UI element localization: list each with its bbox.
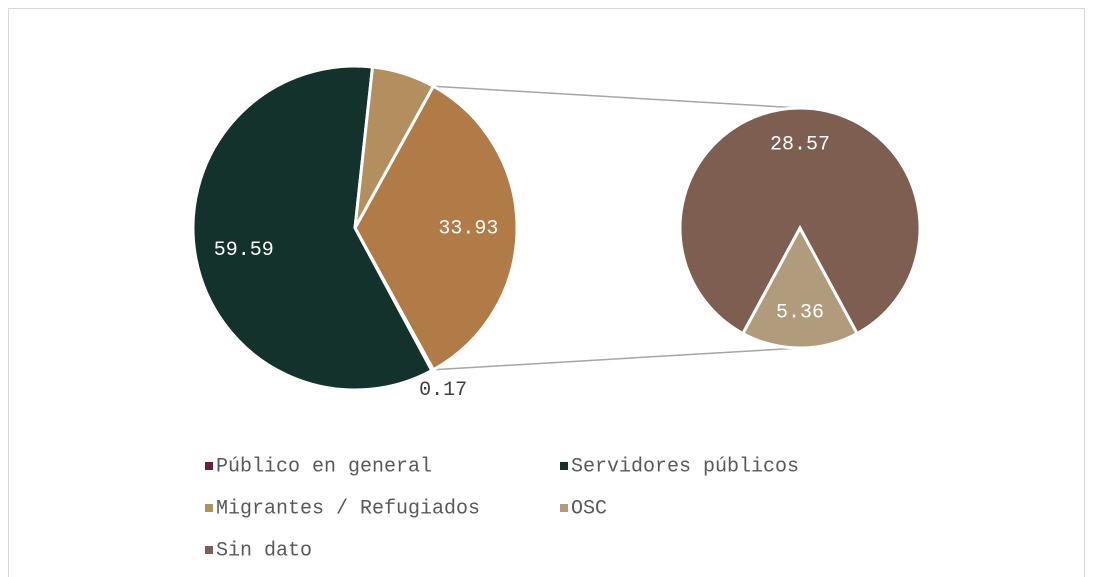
pie-slice [678,106,922,336]
data-label: 59.59 [214,239,274,262]
legend-swatch [560,462,568,470]
legend-label: Sin dato [216,539,312,562]
legend-label: Migrantes / Refugiados [216,497,480,520]
legend-label: OSC [571,497,607,520]
legend-swatch [205,462,213,470]
data-label: 33.93 [438,217,498,240]
legend-swatch [205,504,213,512]
data-label: 0.17 [419,379,467,402]
pie-slice [353,65,436,229]
pie-slice [740,224,860,350]
connector-line [433,85,801,109]
legend-swatch [560,504,568,512]
data-label: 28.57 [770,133,830,156]
legend-swatch [205,546,213,554]
chart-frame [8,8,1085,577]
pie-slice [191,64,434,392]
legend-label: Público en general [216,455,432,478]
data-label: 5.36 [776,301,824,324]
connector-line [433,347,801,371]
legend-label: Servidores públicos [571,455,799,478]
